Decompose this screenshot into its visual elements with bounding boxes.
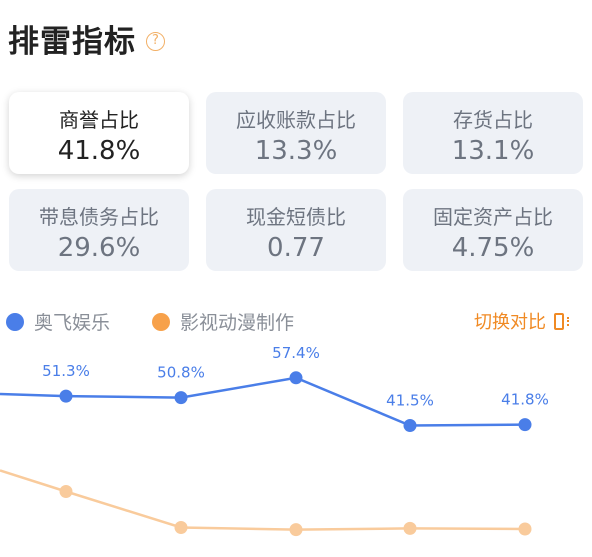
card-value: 29.6% xyxy=(57,233,141,263)
data-point-s2-5[interactable] xyxy=(518,522,532,536)
switch-icon xyxy=(554,312,569,330)
card-label: 带息债务占比 xyxy=(39,205,159,229)
card-label: 固定资产占比 xyxy=(433,205,553,229)
data-label-5: 41.8% xyxy=(501,391,549,409)
card-label: 商誉占比 xyxy=(59,108,139,132)
legend-label: 奥飞娱乐 xyxy=(34,312,111,334)
data-label-1: 51.3% xyxy=(42,362,90,380)
data-point-s2-3[interactable] xyxy=(289,523,303,537)
legend-dot-orange-icon xyxy=(152,312,170,331)
data-point-s1-4[interactable] xyxy=(403,419,417,432)
card-fixed-assets-ratio[interactable]: 固定资产占比 4.75% xyxy=(403,189,583,271)
data-point-s1-5[interactable] xyxy=(518,418,532,432)
switch-compare-button[interactable]: 切换对比 xyxy=(474,308,569,334)
legend-series1: 奥飞娱乐 xyxy=(6,308,110,335)
card-cash-short-debt-ratio[interactable]: 现金短债比 0.77 xyxy=(206,189,386,271)
series-line-1 xyxy=(0,376,526,427)
card-receivables-ratio[interactable]: 应收账款占比 13.3% xyxy=(206,92,386,174)
data-label-4: 41.5% xyxy=(386,392,434,410)
card-value: 0.77 xyxy=(267,233,325,263)
help-icon[interactable]: ? xyxy=(146,32,165,51)
card-value: 4.75% xyxy=(451,233,535,263)
card-inventory-ratio[interactable]: 存货占比 13.1% xyxy=(403,92,583,174)
line-chart: 51.3% 50.8% 57.4% 41.5% 41.8% xyxy=(0,344,549,537)
data-label-2: 50.8% xyxy=(157,364,205,382)
card-value: 13.1% xyxy=(451,136,535,166)
data-point-s1-3[interactable] xyxy=(289,371,303,385)
card-value: 41.8% xyxy=(57,136,141,166)
switch-label: 切换对比 xyxy=(474,312,546,333)
data-point-s2-2[interactable] xyxy=(174,521,188,534)
card-interest-debt-ratio[interactable]: 带息债务占比 29.6% xyxy=(9,189,189,271)
data-point-s2-1[interactable] xyxy=(59,485,73,498)
data-point-s2-4[interactable] xyxy=(403,521,417,535)
card-goodwill-ratio[interactable]: 商誉占比 41.8% xyxy=(9,92,189,174)
legend-dot-blue-icon xyxy=(6,312,24,331)
series-line-2 xyxy=(0,469,526,531)
card-label: 现金短债比 xyxy=(246,205,346,229)
card-label: 应收账款占比 xyxy=(236,108,356,132)
section-header: 排雷指标 ? xyxy=(8,16,165,61)
card-label: 存货占比 xyxy=(453,108,533,132)
data-point-s1-2[interactable] xyxy=(174,391,188,405)
page-title: 排雷指标 xyxy=(8,24,136,60)
card-value: 13.3% xyxy=(254,136,338,166)
data-point-s1-1[interactable] xyxy=(59,389,73,403)
legend-series2: 影视动漫制作 xyxy=(152,308,294,335)
data-label-3: 57.4% xyxy=(272,344,320,362)
legend-label: 影视动漫制作 xyxy=(180,312,295,334)
